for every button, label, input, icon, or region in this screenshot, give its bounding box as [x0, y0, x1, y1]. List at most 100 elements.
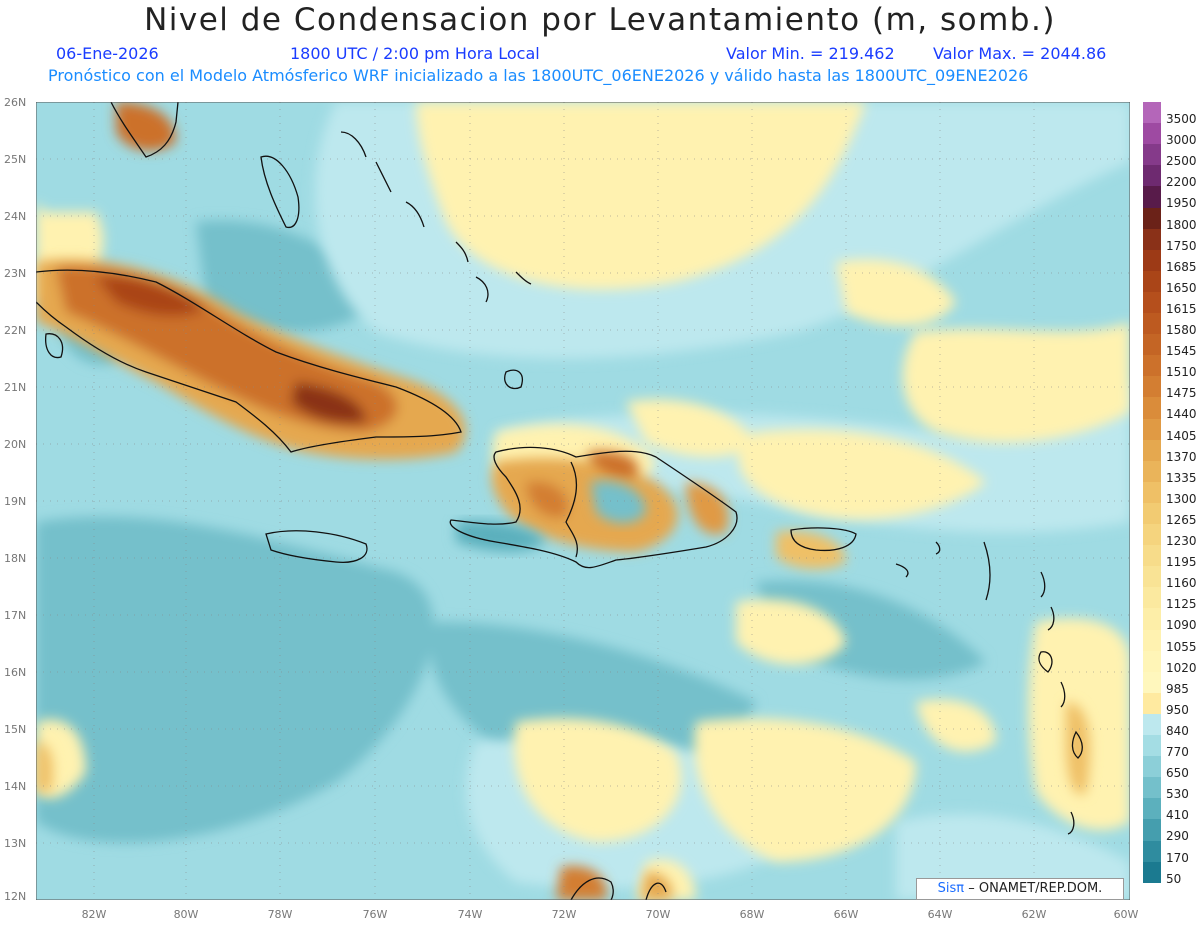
legend-value: 1510	[1166, 365, 1197, 380]
map-title: Nivel de Condensacion por Levantamiento …	[144, 2, 1056, 38]
graticule	[36, 102, 1130, 900]
legend-value: 650	[1166, 766, 1189, 781]
coastlines	[36, 102, 1083, 900]
legend-swatch	[1143, 692, 1161, 715]
lcl-map	[36, 102, 1130, 900]
lon-label: 74W	[458, 908, 483, 921]
lat-label: 18N	[4, 552, 26, 565]
legend-swatch	[1143, 777, 1161, 799]
min-value: Valor Min. = 219.462	[726, 44, 895, 63]
legend-swatch	[1143, 228, 1161, 251]
legend-swatch	[1143, 270, 1161, 293]
legend-value: 1090	[1166, 618, 1197, 633]
legend-value: 170	[1166, 850, 1189, 865]
legend-swatch	[1143, 735, 1161, 757]
legend-swatch	[1143, 671, 1161, 694]
legend-swatch	[1143, 102, 1161, 124]
legend-swatch	[1143, 376, 1161, 398]
legend-value: 1615	[1166, 301, 1197, 316]
legend-value: 1950	[1166, 196, 1197, 211]
puerto-rico-coast	[790, 527, 857, 552]
legend-swatch	[1143, 840, 1161, 863]
lon-label: 78W	[268, 908, 293, 921]
credit-box: Sisπ – ONAMET/REP.DOM.	[916, 878, 1124, 900]
legend-swatch	[1143, 165, 1161, 187]
legend-value: 1580	[1166, 323, 1197, 337]
turks-caicos	[504, 369, 523, 390]
lat-label: 19N	[4, 495, 26, 508]
legend-swatch	[1143, 650, 1161, 673]
lesser-antilles	[895, 541, 1083, 835]
credit-text: – ONAMET/REP.DOM.	[968, 881, 1103, 896]
legend-swatch	[1143, 144, 1161, 166]
high-lcl-zones	[36, 102, 1090, 900]
legend-value: 1020	[1166, 660, 1197, 675]
legend-swatch	[1143, 249, 1161, 272]
legend-swatch	[1143, 460, 1161, 483]
legend-value: 3500	[1166, 112, 1197, 126]
legend-value: 1800	[1166, 217, 1197, 232]
legend-swatch	[1143, 397, 1161, 419]
south-america-coast	[570, 877, 667, 900]
legend-value: 2500	[1166, 154, 1197, 169]
legend-swatch	[1143, 186, 1161, 208]
legend-value: 985	[1166, 681, 1189, 696]
lat-label: 16N	[4, 666, 26, 679]
lon-label: 68W	[740, 908, 765, 921]
legend-swatch	[1143, 291, 1161, 314]
legend-value: 840	[1166, 723, 1189, 738]
legend-swatch	[1143, 334, 1161, 356]
legend-value: 1265	[1166, 512, 1197, 527]
latitude-axis: 26N 25N 24N 23N 22N 21N 20N 19N 18N 17N …	[4, 96, 26, 903]
lon-label: 70W	[646, 908, 671, 921]
legend-value: 1300	[1166, 491, 1197, 506]
legend-swatch	[1143, 123, 1161, 145]
legend-value: 530	[1166, 787, 1189, 802]
legend-swatch	[1143, 798, 1161, 820]
legend-swatch	[1143, 545, 1161, 567]
lat-label: 26N	[4, 96, 26, 109]
legend-value: 1195	[1166, 555, 1197, 570]
legend-value: 1545	[1166, 344, 1197, 359]
legend-value: 1440	[1166, 407, 1197, 422]
isle-of-youth	[45, 333, 64, 359]
legend-swatch	[1143, 313, 1161, 335]
lat-label: 20N	[4, 438, 26, 451]
legend-value: 1475	[1166, 386, 1197, 401]
legend-value: 1685	[1166, 259, 1197, 274]
haiti-dr-border	[565, 461, 578, 558]
sis-logo-text: Sisπ	[937, 881, 965, 896]
legend-value: 290	[1166, 829, 1189, 844]
legend-swatch	[1143, 439, 1161, 462]
forecast-date: 06-Ene-2026	[56, 44, 159, 63]
legend-value: 1125	[1166, 597, 1197, 612]
legend-value: 1160	[1166, 576, 1197, 591]
legend-swatch	[1143, 502, 1161, 525]
legend-value: 1370	[1166, 449, 1197, 464]
legend-swatch	[1143, 524, 1161, 546]
forecast-time: 1800 UTC / 2:00 pm Hora Local	[290, 44, 540, 63]
legend-value: 50	[1166, 871, 1182, 886]
lon-label: 76W	[363, 908, 388, 921]
legend-value: 1405	[1166, 428, 1197, 443]
longitude-axis: 82W 80W 78W 76W 74W 72W 70W 68W 66W 64W …	[82, 908, 1139, 921]
legend-swatch	[1143, 713, 1161, 736]
legend-value: 950	[1166, 702, 1189, 717]
model-info: Pronóstico con el Modelo Atmósferico WRF…	[48, 66, 1029, 85]
legend-value: 770	[1166, 745, 1189, 759]
legend-value: 3000	[1166, 133, 1197, 148]
legend-value: 1335	[1166, 470, 1197, 485]
hispaniola-moist-core	[591, 481, 646, 524]
legend-swatch	[1143, 608, 1161, 630]
bahamas-islands	[340, 131, 532, 303]
legend-value: 2200	[1166, 175, 1197, 190]
legend-swatch	[1143, 819, 1161, 841]
bahamas-andros	[260, 155, 300, 229]
lat-label: 23N	[4, 267, 26, 280]
legend-swatch	[1143, 418, 1161, 441]
legend-swatch	[1143, 207, 1161, 230]
lon-label: 82W	[82, 908, 107, 921]
lon-label: 60W	[1114, 908, 1139, 921]
lat-label: 24N	[4, 210, 26, 223]
legend-swatch	[1143, 629, 1161, 652]
